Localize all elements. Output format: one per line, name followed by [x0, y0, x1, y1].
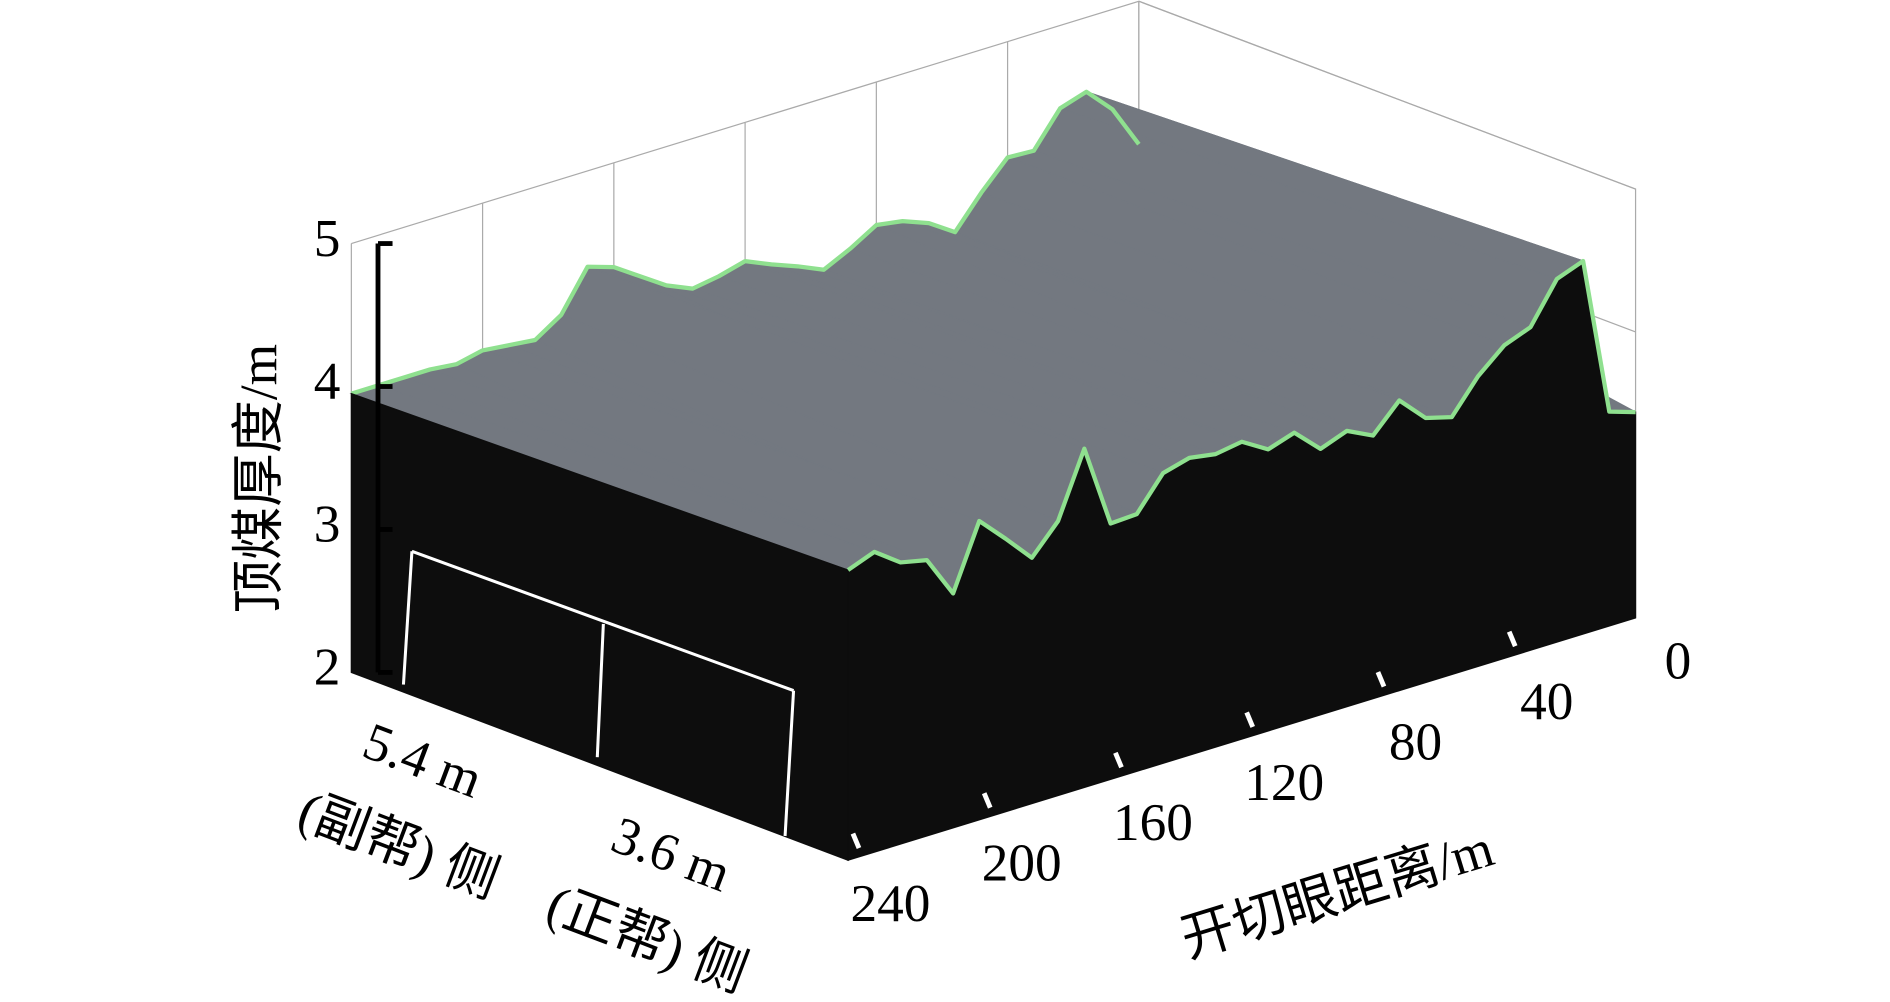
tick-mark: [1638, 590, 1649, 607]
profile-line: [846, 258, 1636, 596]
y-tick-label: 5: [314, 209, 341, 268]
depth-tick-label: 3.6 m: [604, 805, 738, 903]
depth-tick-label: 5.4 m: [356, 711, 490, 809]
tick-mark: [1113, 751, 1124, 769]
x-tick-label: 80: [1389, 712, 1442, 771]
surface: [349, 89, 1636, 595]
y-tick-label: 2: [314, 638, 341, 697]
tick-mark: [1375, 671, 1387, 688]
y-tick-label: 3: [314, 495, 341, 554]
faces: [350, 258, 1637, 862]
tick-mark: [1506, 630, 1518, 648]
profile-line: [350, 89, 1141, 396]
x-tick-label: 240: [851, 874, 931, 933]
x-tick-label: 200: [982, 834, 1062, 893]
face-frame: [401, 549, 796, 837]
y-tick-label: 4: [314, 352, 341, 411]
depth-tick-sublabel: (副帮) 侧: [291, 781, 507, 910]
depth-tick-sublabel: (正帮) 侧: [539, 875, 755, 1002]
x-tick-label: 40: [1520, 672, 1573, 731]
tick-mark: [1244, 711, 1255, 728]
x-tick-label: 120: [1244, 753, 1324, 812]
x-tick-label: 0: [1665, 632, 1692, 691]
y-axis-label: 顶煤厚度/m: [229, 344, 288, 613]
tick-mark: [850, 832, 862, 850]
tick-mark: [981, 792, 993, 809]
x-tick-label: 160: [1113, 793, 1193, 852]
x-axis-label: 开切眼距离/m: [1174, 819, 1500, 970]
box-edge: [351, 0, 1637, 618]
